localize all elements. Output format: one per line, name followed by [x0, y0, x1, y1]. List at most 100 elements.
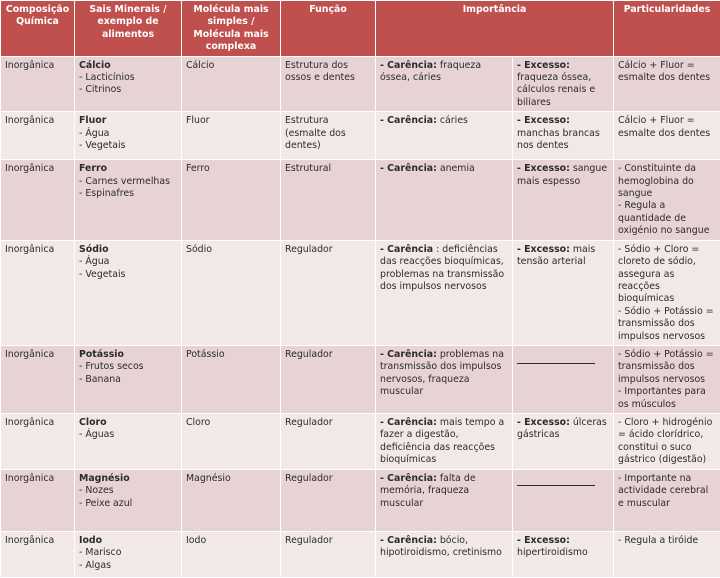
table-row: Inorgânica Ferro - Carnes vermelhas - Es… — [1, 160, 720, 240]
table-row: Inorgânica Iodo - Marisco - Algas Iodo R… — [1, 531, 720, 577]
cell-molecula: Cloro — [182, 413, 281, 469]
table-row: Inorgânica Magnésio - Nozes - Peixe azul… — [1, 469, 720, 531]
header-funcao: Função — [281, 1, 376, 57]
cell-composicao: Inorgânica — [1, 345, 75, 413]
header-molecula: Molécula mais simples / Molécula mais co… — [182, 1, 281, 57]
cell-carencia: - Carência : deficiências das reacções b… — [376, 240, 513, 345]
carencia-label: - Carência: — [380, 60, 437, 71]
food-item: - Algas — [79, 560, 177, 572]
cell-sais: Iodo - Marisco - Algas — [75, 531, 182, 577]
carencia-label: - Carência: — [380, 115, 437, 126]
carencia-text: anemia — [437, 163, 475, 174]
food-item: - Banana — [79, 374, 177, 386]
excesso-label: - Excesso: — [517, 535, 570, 546]
header-sais: Sais Minerais / exemplo de alimentos — [75, 1, 182, 57]
cell-funcao: Regulador — [281, 240, 376, 345]
cell-carencia: - Carência: mais tempo a fazer a digestã… — [376, 413, 513, 469]
cell-particularidades: - Constituinte da hemoglobina do sangue … — [614, 160, 720, 240]
cell-excesso — [513, 345, 614, 413]
cell-particularidades: - Sódio + Cloro = cloreto de sódio, asse… — [614, 240, 720, 345]
food-item: - Água — [79, 128, 177, 140]
particularidade-item: - Importantes para os músculos — [618, 386, 716, 411]
food-item: - Águas — [79, 429, 177, 441]
cell-funcao: Estrutural — [281, 160, 376, 240]
cell-funcao: Regulador — [281, 531, 376, 577]
blank-excesso-line — [517, 363, 595, 364]
food-item: - Vegetais — [79, 269, 177, 281]
cell-sais: Cálcio - Lacticínios - Citrinos — [75, 56, 182, 112]
cell-sais: Potássio - Frutos secos - Banana — [75, 345, 182, 413]
header-particularidades: Particularidades — [614, 1, 720, 57]
mineral-name: Cálcio — [79, 60, 177, 72]
mineral-name: Cloro — [79, 417, 177, 429]
food-item: - Frutos secos — [79, 361, 177, 373]
particularidade-item: - Sódio + Cloro = cloreto de sódio, asse… — [618, 244, 716, 306]
cell-particularidades: - Cloro + hidrogénio = ácido clorídrico,… — [614, 413, 720, 469]
cell-sais: Magnésio - Nozes - Peixe azul — [75, 469, 182, 531]
cell-molecula: Sódio — [182, 240, 281, 345]
cell-particularidades: - Sódio + Potássio = transmissão dos imp… — [614, 345, 720, 413]
table-row: Inorgânica Fluor - Água - Vegetais Fluor… — [1, 112, 720, 160]
food-item: - Peixe azul — [79, 498, 177, 510]
particularidade-item: - Sódio + Potássio = transmissão dos imp… — [618, 306, 716, 343]
cell-molecula: Iodo — [182, 531, 281, 577]
food-item: - Água — [79, 256, 177, 268]
particularidade-item: - Regula a quantidade de oxigénio no san… — [618, 200, 716, 237]
table-row: Inorgânica Sódio - Água - Vegetais Sódio… — [1, 240, 720, 345]
cell-sais: Cloro - Águas — [75, 413, 182, 469]
cell-composicao: Inorgânica — [1, 240, 75, 345]
particularidade-item: - Regula a tiróide — [618, 535, 716, 547]
cell-excesso: - Excesso: sangue mais espesso — [513, 160, 614, 240]
cell-composicao: Inorgânica — [1, 56, 75, 112]
carencia-label: - Carência: — [380, 473, 437, 484]
cell-particularidades: - Importante na actividade cerebral e mu… — [614, 469, 720, 531]
food-item: - Carnes vermelhas — [79, 176, 177, 188]
blank-excesso-line — [517, 485, 595, 486]
table-row: Inorgânica Cálcio - Lacticínios - Citrin… — [1, 56, 720, 112]
carencia-label: - Carência: — [380, 163, 437, 174]
cell-composicao: Inorgânica — [1, 112, 75, 160]
table-row: Inorgânica Cloro - Águas Cloro Regulador… — [1, 413, 720, 469]
cell-carencia: - Carência: problemas na transmissão dos… — [376, 345, 513, 413]
carencia-label: - Carência — [380, 244, 433, 255]
excesso-label: - Excesso: — [517, 244, 570, 255]
cell-particularidades: Cálcio + Fluor = esmalte dos dentes — [614, 112, 720, 160]
cell-excesso: - Excesso: úlceras gástricas — [513, 413, 614, 469]
cell-excesso — [513, 469, 614, 531]
cell-molecula: Magnésio — [182, 469, 281, 531]
particularidade-item: Cálcio + Fluor = esmalte dos dentes — [618, 115, 716, 140]
cell-molecula: Ferro — [182, 160, 281, 240]
food-item: - Espinafres — [79, 188, 177, 200]
cell-funcao: Regulador — [281, 469, 376, 531]
cell-carencia: - Carência: falta de memória, fraqueza m… — [376, 469, 513, 531]
excesso-label: - Excesso: — [517, 163, 570, 174]
particularidade-item: - Cloro + hidrogénio = ácido clorídrico,… — [618, 417, 716, 467]
cell-excesso: - Excesso: hipertiroidismo — [513, 531, 614, 577]
particularidade-item: - Sódio + Potássio = transmissão dos imp… — [618, 349, 716, 386]
food-item: - Lacticínios — [79, 72, 177, 84]
cell-particularidades: Cálcio + Fluor = esmalte dos dentes — [614, 56, 720, 112]
particularidade-item: Cálcio + Fluor = esmalte dos dentes — [618, 60, 716, 85]
excesso-label: - Excesso: — [517, 115, 570, 126]
particularidade-item: - Importante na actividade cerebral e mu… — [618, 473, 716, 510]
mineral-name: Iodo — [79, 535, 177, 547]
cell-sais: Fluor - Água - Vegetais — [75, 112, 182, 160]
cell-excesso: - Excesso: fraqueza óssea, cálculos rena… — [513, 56, 614, 112]
cell-carencia: - Carência: anemia — [376, 160, 513, 240]
cell-composicao: Inorgânica — [1, 531, 75, 577]
carencia-label: - Carência: — [380, 349, 437, 360]
cell-composicao: Inorgânica — [1, 469, 75, 531]
header-row: Composição Química Sais Minerais / exemp… — [1, 1, 720, 57]
carencia-label: - Carência: — [380, 535, 437, 546]
cell-composicao: Inorgânica — [1, 160, 75, 240]
excesso-label: - Excesso: — [517, 417, 570, 428]
cell-funcao: Regulador — [281, 345, 376, 413]
excesso-text: manchas brancas nos dentes — [517, 128, 600, 151]
food-item: - Vegetais — [79, 140, 177, 152]
cell-funcao: Estrutura (esmalte dos dentes) — [281, 112, 376, 160]
food-item: - Citrinos — [79, 84, 177, 96]
cell-carencia: - Carência: cáries — [376, 112, 513, 160]
cell-composicao: Inorgânica — [1, 413, 75, 469]
header-composicao: Composição Química — [1, 1, 75, 57]
